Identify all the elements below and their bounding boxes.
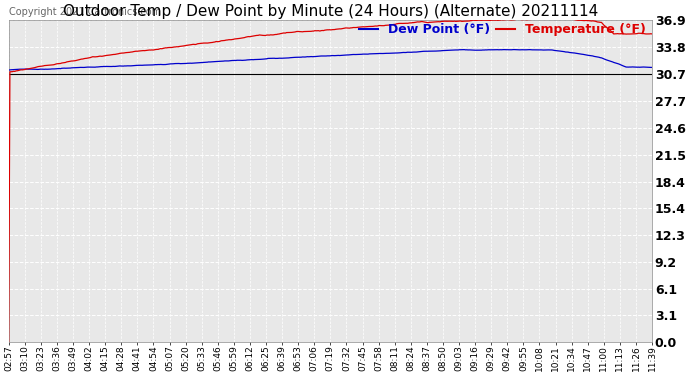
Text: Copyright 2021 Cartronics.com: Copyright 2021 Cartronics.com [9,7,161,17]
Title: Outdoor Temp / Dew Point by Minute (24 Hours) (Alternate) 20211114: Outdoor Temp / Dew Point by Minute (24 H… [63,4,598,19]
Legend: Dew Point (°F), Temperature (°F): Dew Point (°F), Temperature (°F) [359,23,646,36]
